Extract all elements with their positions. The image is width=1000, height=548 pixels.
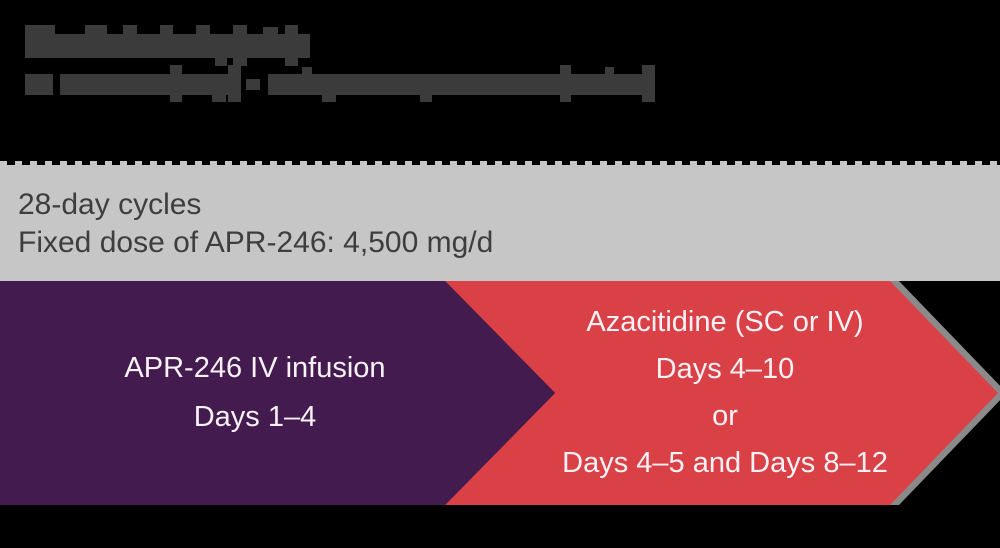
azacitidine-days-option2-text: Days 4–5 and Days 8–12 (562, 447, 888, 479)
azacitidine-or-text: or (712, 400, 738, 432)
apr246-drug-text: APR-246 IV infusion (124, 352, 386, 384)
azacitidine-drug-text: Azacitidine (SC or IV) (586, 306, 864, 338)
band-edge-artifact (0, 161, 1000, 165)
slide-title-area (0, 0, 1000, 165)
treatment-schedule-diagram: APR-246 IV infusion Days 1–4 Azacitidine… (0, 281, 1000, 505)
cycle-info-bar: 28-day cycles Fixed dose of APR-246: 4,5… (0, 161, 1000, 281)
apr246-arrow (0, 281, 555, 505)
fixed-dose-text: Fixed dose of APR-246: 4,500 mg/d (18, 226, 494, 259)
redacted-title-line-2 (0, 0, 1000, 165)
azacitidine-days-option1-text: Days 4–10 (655, 353, 795, 385)
azacitidine-arrow-label: Azacitidine (SC or IV) Days 4–10 or Days… (555, 281, 895, 505)
cycle-length-text: 28-day cycles (18, 188, 202, 221)
apr246-days-text: Days 1–4 (193, 401, 317, 433)
redacted-title-line-1 (0, 0, 1000, 165)
apr246-arrow-label: APR-246 IV infusion Days 1–4 (30, 281, 480, 505)
